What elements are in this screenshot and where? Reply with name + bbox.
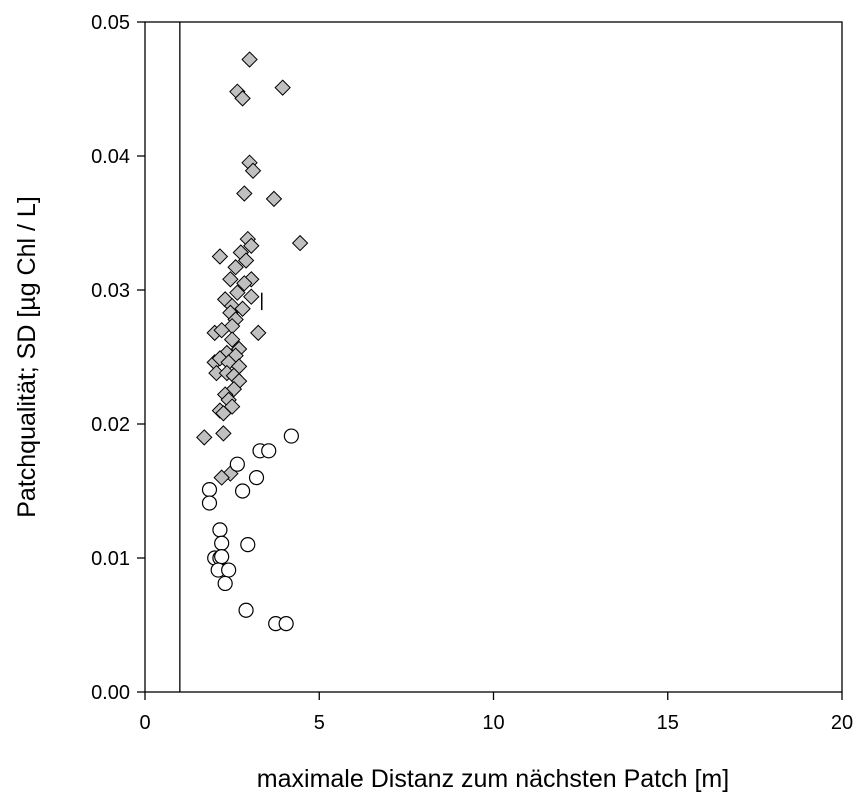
x-axis-label: maximale Distanz zum nächsten Patch [m] — [257, 765, 729, 793]
circle-marker — [234, 483, 251, 499]
circle-marker — [261, 443, 277, 459]
diamond-marker — [215, 425, 232, 442]
circle-marker — [278, 616, 294, 632]
y-tick-label: 0.02 — [91, 414, 130, 436]
y-tick-label: 0.05 — [91, 12, 130, 34]
circle-marker — [240, 536, 256, 553]
x-axis: 0 5 10 15 20 — [139, 692, 853, 734]
data-markers — [196, 51, 309, 632]
diamond-marker — [236, 185, 253, 202]
diamond-marker — [227, 259, 244, 276]
diamond-marker — [234, 90, 251, 107]
diamond-marker — [243, 237, 260, 254]
circle-marker — [201, 482, 218, 498]
diamond-marker — [213, 321, 230, 339]
circle-marker — [217, 575, 233, 592]
x-tick-label: 5 — [314, 712, 325, 734]
diamond-marker — [234, 300, 251, 317]
circle-marker — [201, 495, 218, 511]
diamond-marker — [244, 162, 262, 179]
y-tick-label: 0.03 — [91, 280, 130, 302]
diamond-marker — [223, 331, 241, 348]
circle-marker — [229, 456, 245, 472]
diamond-marker — [211, 248, 229, 265]
y-axis-label: Patchqualität; SD [µg Chl / L] — [13, 196, 41, 518]
diamond-marker — [237, 252, 255, 269]
plot-frame — [144, 21, 843, 693]
diamond-marker — [241, 51, 258, 68]
circle-marker — [283, 428, 299, 444]
diamond-marker — [274, 79, 291, 96]
circle-marker — [214, 549, 230, 565]
diamond-marker — [196, 429, 213, 446]
x-tick-label: 15 — [657, 712, 679, 734]
diamond-marker — [222, 271, 239, 288]
x-tick-label: 10 — [482, 712, 504, 734]
y-tick-label: 0.00 — [91, 682, 130, 704]
diamond-marker — [215, 405, 232, 422]
diamond-marker — [236, 275, 253, 292]
y-tick-label: 0.04 — [91, 146, 130, 168]
x-tick-label: 0 — [139, 712, 150, 734]
circle-marker — [214, 535, 230, 551]
diamond-marker — [229, 284, 246, 301]
circle-marker — [248, 470, 265, 486]
circle-marker — [221, 562, 237, 578]
diamond-marker — [213, 469, 230, 486]
x-tick-label: 20 — [831, 712, 853, 734]
diamond-marker — [291, 234, 309, 252]
y-axis: 0.00 0.01 0.02 0.03 0.04 0.05 — [91, 12, 145, 704]
circle-marker — [238, 602, 254, 618]
diamond-marker — [243, 288, 260, 305]
circle-marker — [212, 522, 228, 538]
diamond-marker — [250, 324, 267, 342]
y-tick-label: 0.01 — [91, 548, 130, 570]
diamond-marker — [265, 190, 283, 208]
